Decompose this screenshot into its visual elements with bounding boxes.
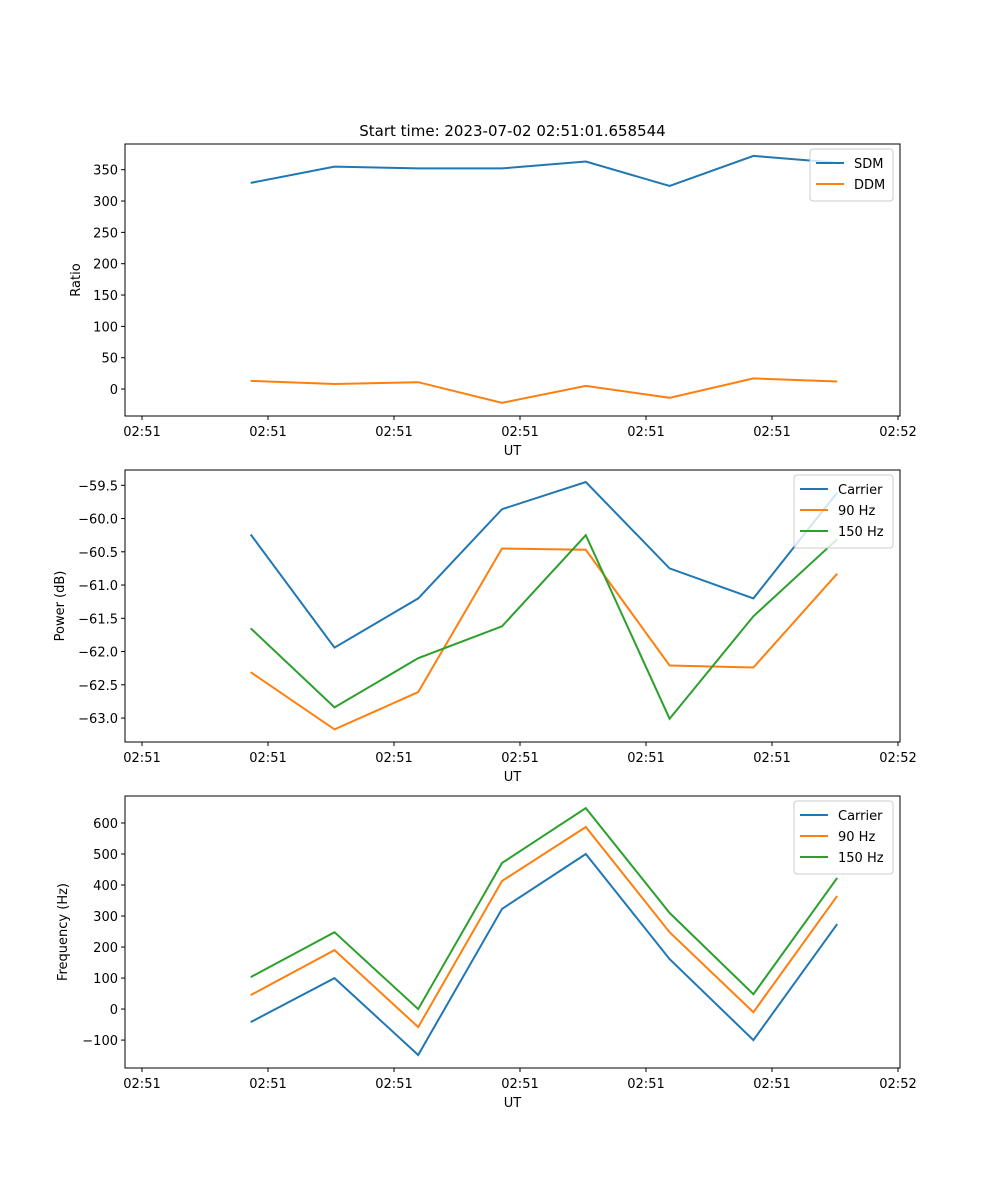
y-tick-label: 100: [93, 972, 118, 987]
y-tick-label: −100: [82, 1034, 118, 1049]
x-tick-label: 02:51: [375, 1077, 412, 1092]
x-axis-label: UT: [504, 770, 522, 785]
y-tick-label: −60.0: [78, 513, 118, 528]
legend-label: 90 Hz: [838, 830, 875, 845]
y-tick-label: 0: [110, 1003, 118, 1018]
axes-frame: [124, 469, 901, 743]
y-tick-label: −61.0: [78, 579, 118, 594]
series-line-carrier: [250, 852, 839, 1057]
y-axis-label: Ratio: [69, 263, 84, 296]
y-tick-label: −60.5: [78, 546, 118, 561]
legend-box: [793, 474, 894, 549]
x-tick-label: 02:51: [123, 1077, 160, 1092]
series-line-90-hz: [250, 547, 838, 731]
y-tick-label: 500: [93, 848, 118, 863]
axes-frame: [124, 143, 901, 417]
y-tick-label: 400: [93, 879, 118, 894]
y-tick-label: 200: [93, 258, 118, 273]
series-line-ddm: [250, 377, 838, 404]
figure-title: Start time: 2023-07-02 02:51:01.658544: [359, 122, 665, 140]
y-tick-label: 0: [110, 383, 118, 398]
subplot-3: 02:51 02:51 02:51 02:51 02:51 02:51 02:52 −100 0…: [56, 795, 917, 1111]
x-tick-label: 02:51: [501, 425, 538, 440]
x-tick-label: 02:51: [501, 1077, 538, 1092]
x-tick-label: 02:51: [249, 751, 286, 766]
legend-label: 90 Hz: [838, 504, 875, 519]
x-tick-label: 02:51: [501, 751, 538, 766]
y-tick-label: 300: [93, 910, 118, 925]
x-tick-label: 02:51: [627, 751, 664, 766]
axes-frame: [124, 795, 901, 1069]
legend: Carrier 90 Hz 150 Hz: [793, 800, 894, 875]
x-tick-label: 02:51: [375, 751, 412, 766]
legend: Carrier 90 Hz 150 Hz: [793, 474, 894, 549]
x-tick-label: 02:51: [249, 1077, 286, 1092]
y-tick-label: 600: [93, 817, 118, 832]
x-tick-label: 02:51: [753, 1077, 790, 1092]
legend: SDM DDM: [809, 148, 894, 202]
y-tick-label: −63.0: [78, 712, 118, 727]
x-axis-label: UT: [504, 444, 522, 459]
y-tick-label: 350: [93, 164, 118, 179]
y-tick-label: 50: [101, 352, 118, 367]
subplot-2: 02:51 02:51 02:51 02:51 02:51 02:51 02:52 −63.0…: [53, 469, 917, 785]
legend-label: 150 Hz: [838, 851, 884, 866]
series-line-150-hz: [250, 533, 838, 721]
x-tick-label: 02:52: [879, 1077, 916, 1092]
x-tick-label: 02:52: [879, 425, 916, 440]
x-tick-label: 02:51: [123, 425, 160, 440]
y-tick-label: −59.5: [78, 479, 118, 494]
x-tick-label: 02:51: [627, 425, 664, 440]
series-line-sdm: [250, 154, 838, 188]
legend-label: SDM: [854, 157, 883, 172]
x-tick-label: 02:51: [753, 751, 790, 766]
series-line-carrier: [249, 480, 838, 649]
x-axis-label: UT: [504, 1096, 522, 1111]
series-line-90-hz: [250, 825, 839, 1029]
x-tick-label: 02:51: [249, 425, 286, 440]
legend-label: DDM: [854, 178, 885, 193]
x-tick-label: 02:51: [123, 751, 160, 766]
y-tick-label: −61.5: [78, 612, 118, 627]
legend-box: [793, 800, 894, 875]
y-tick-label: 150: [93, 289, 118, 304]
x-tick-label: 02:51: [627, 1077, 664, 1092]
series-line-150-hz: [250, 806, 839, 1011]
subplot-1: 02:51 02:51 02:51 02:51 02:51 02:51 02:52 0 50 10…: [69, 143, 917, 459]
y-tick-label: −62.0: [78, 646, 118, 661]
y-tick-label: 200: [93, 941, 118, 956]
y-tick-label: 300: [93, 195, 118, 210]
x-tick-label: 02:51: [375, 425, 412, 440]
legend-label: 150 Hz: [838, 525, 884, 540]
legend-label: Carrier: [838, 483, 883, 498]
y-axis-label: Power (dB): [53, 571, 68, 642]
x-tick-label: 02:51: [753, 425, 790, 440]
y-axis-label: Frequency (Hz): [56, 883, 71, 981]
legend-label: Carrier: [838, 809, 883, 824]
x-tick-label: 02:52: [879, 751, 916, 766]
y-tick-label: 250: [93, 226, 118, 241]
y-tick-label: −62.5: [78, 679, 118, 694]
y-tick-label: 100: [93, 320, 118, 335]
